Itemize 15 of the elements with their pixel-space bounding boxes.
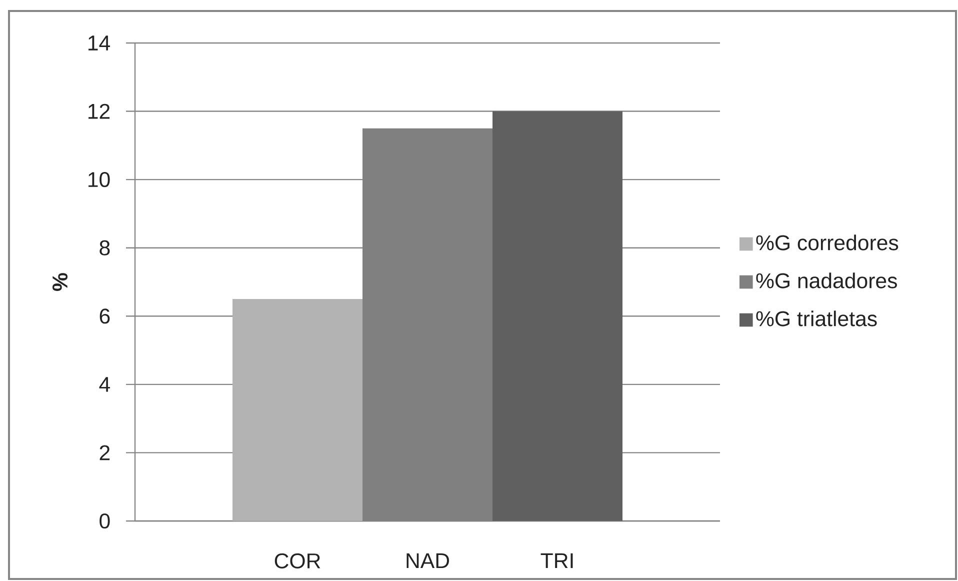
y-tick-label: 6 <box>100 308 110 324</box>
legend-label: %G triatletas <box>756 310 877 326</box>
x-tick-label: TRI <box>540 553 573 568</box>
y-tick-label: 14 <box>88 36 110 50</box>
y-tick-label: 10 <box>88 172 110 188</box>
y-tick-label: 8 <box>100 240 110 256</box>
legend-label: %G nadadores <box>756 272 897 288</box>
y-tick-label: 0 <box>100 513 110 529</box>
y-tick-label: 4 <box>99 377 110 392</box>
legend-label: %G corredores <box>756 234 898 250</box>
y-tick-label: 12 <box>88 104 110 119</box>
y-tick-label: 2 <box>100 445 110 460</box>
x-tick-label: NAD <box>406 553 449 568</box>
y-axis-title: % <box>52 273 68 291</box>
x-tick-label: COR <box>274 553 320 568</box>
